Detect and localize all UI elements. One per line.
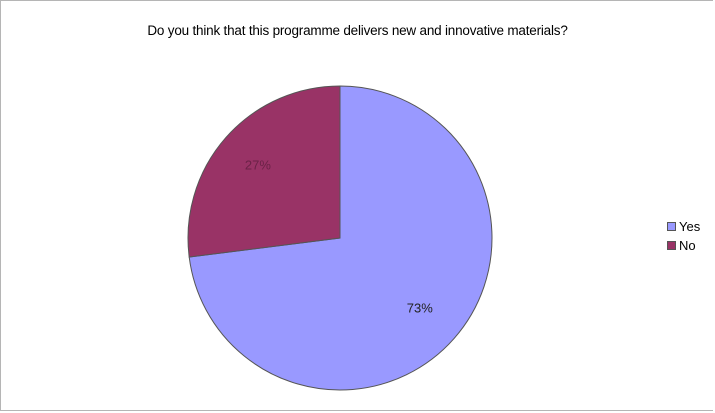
legend-item-no: No <box>667 236 700 255</box>
chart-title: Do you think that this programme deliver… <box>147 23 568 38</box>
legend-label-yes: Yes <box>679 219 701 234</box>
legend-swatch-no <box>667 241 676 250</box>
legend-swatch-yes <box>667 222 676 231</box>
data-label-no: 27% <box>245 158 271 173</box>
legend-item-yes: Yes <box>667 217 700 236</box>
pie-slice-no <box>187 85 341 258</box>
pie-slice-yes <box>188 85 493 391</box>
data-label-yes: 73% <box>407 300 433 315</box>
legend-label-no: No <box>679 238 696 253</box>
chart-legend: Yes No <box>667 217 700 255</box>
